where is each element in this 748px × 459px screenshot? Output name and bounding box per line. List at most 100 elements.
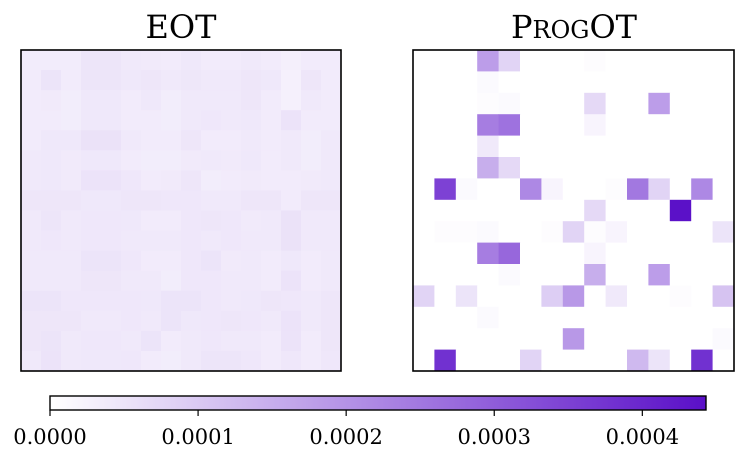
progot-cell-r5-c8 bbox=[584, 157, 606, 179]
progot-cell-r4-c5 bbox=[520, 135, 542, 158]
eot-cell-r14-c11 bbox=[241, 330, 262, 352]
progot-cell-r12-c0 bbox=[413, 306, 435, 329]
eot-cell-r13-c13 bbox=[281, 310, 302, 332]
progot-cell-r1-c12 bbox=[669, 71, 692, 94]
eot-cell-r8-c2 bbox=[61, 210, 82, 231]
eot-cell-r6-c4 bbox=[101, 170, 122, 191]
progot-cell-r8-c11 bbox=[648, 221, 671, 243]
progot-cell-r4-c7 bbox=[562, 135, 585, 158]
eot-cell-r5-c2 bbox=[61, 150, 82, 171]
progot-cell-r2-c3 bbox=[477, 92, 499, 115]
eot-cell-r12-c4 bbox=[101, 290, 122, 312]
eot-cell-r15-c10 bbox=[221, 350, 242, 372]
progot-cell-r11-c6 bbox=[541, 285, 564, 308]
progot-cell-r10-c0 bbox=[413, 264, 435, 286]
eot-cell-r10-c6 bbox=[141, 250, 162, 272]
eot-cell-r13-c7 bbox=[161, 310, 182, 332]
eot-cell-r9-c1 bbox=[41, 230, 62, 252]
eot-cell-r7-c12 bbox=[261, 190, 282, 211]
eot-cell-r0-c9 bbox=[201, 50, 222, 71]
progot-cell-r5-c6 bbox=[541, 157, 564, 179]
eot-cell-r1-c11 bbox=[241, 70, 262, 91]
eot-cell-r13-c10 bbox=[221, 310, 242, 332]
eot-cell-r0-c15 bbox=[321, 50, 342, 71]
progot-cell-r8-c0 bbox=[413, 221, 435, 243]
eot-cell-r6-c3 bbox=[81, 170, 102, 191]
progot-cell-r8-c10 bbox=[627, 221, 649, 243]
progot-cell-r8-c14 bbox=[712, 221, 735, 243]
eot-cell-r3-c15 bbox=[321, 110, 342, 131]
progot-panel-title: PROGOT bbox=[511, 8, 638, 46]
eot-cell-r2-c0 bbox=[21, 90, 42, 111]
eot-cell-r1-c9 bbox=[201, 70, 222, 91]
eot-cell-r5-c6 bbox=[141, 150, 162, 171]
eot-cell-r2-c8 bbox=[181, 90, 202, 111]
progot-cell-r7-c2 bbox=[455, 199, 478, 222]
progot-cell-r7-c8 bbox=[584, 199, 606, 222]
progot-cell-r14-c8 bbox=[584, 349, 606, 372]
eot-cell-r4-c6 bbox=[141, 130, 162, 151]
eot-cell-r6-c9 bbox=[201, 170, 222, 191]
eot-cell-r2-c10 bbox=[221, 90, 242, 111]
eot-cell-r8-c13 bbox=[281, 210, 302, 231]
eot-cell-r3-c1 bbox=[41, 110, 62, 131]
progot-cell-r11-c14 bbox=[712, 285, 735, 308]
eot-cell-r10-c1 bbox=[41, 250, 62, 272]
progot-cell-r7-c11 bbox=[648, 199, 671, 222]
progot-cell-r0-c12 bbox=[669, 50, 692, 72]
eot-cell-r10-c13 bbox=[281, 250, 302, 272]
colorbar-ticks: 0.0000 0.0001 0.0002 0.0003 0.0004 bbox=[13, 410, 679, 449]
progot-cell-r2-c14 bbox=[712, 92, 735, 115]
eot-cell-r12-c8 bbox=[181, 290, 202, 312]
progot-cell-r0-c8 bbox=[584, 50, 606, 72]
eot-cell-r9-c12 bbox=[261, 230, 282, 252]
eot-cell-r9-c15 bbox=[321, 230, 342, 252]
progot-cell-r5-c12 bbox=[669, 157, 692, 179]
eot-cell-r0-c2 bbox=[61, 50, 82, 71]
eot-cell-r1-c12 bbox=[261, 70, 282, 91]
progot-cell-r11-c3 bbox=[477, 285, 499, 308]
progot-cell-r1-c8 bbox=[584, 71, 606, 94]
eot-cell-r9-c2 bbox=[61, 230, 82, 252]
colorbar bbox=[49, 395, 707, 411]
progot-cell-r9-c13 bbox=[691, 242, 713, 265]
progot-cell-r4-c11 bbox=[648, 135, 671, 158]
progot-cell-r2-c1 bbox=[434, 92, 457, 115]
progot-cell-r12-c5 bbox=[520, 306, 542, 329]
progot-cell-r7-c13 bbox=[691, 199, 713, 222]
eot-cell-r2-c6 bbox=[141, 90, 162, 111]
eot-cell-r3-c3 bbox=[81, 110, 102, 131]
progot-cell-r9-c11 bbox=[648, 242, 671, 265]
eot-cell-r5-c3 bbox=[81, 150, 102, 171]
eot-cell-r2-c14 bbox=[301, 90, 322, 111]
progot-cell-r7-c3 bbox=[477, 199, 499, 222]
eot-cell-r11-c13 bbox=[281, 270, 302, 292]
eot-cell-r10-c10 bbox=[221, 250, 242, 272]
progot-cell-r8-c3 bbox=[477, 221, 499, 243]
progot-cell-r6-c8 bbox=[584, 178, 606, 201]
eot-cell-r11-c12 bbox=[261, 270, 282, 292]
eot-cell-r10-c8 bbox=[181, 250, 202, 272]
eot-cell-r11-c2 bbox=[61, 270, 82, 292]
progot-cell-r3-c2 bbox=[455, 114, 478, 136]
eot-cell-r15-c0 bbox=[21, 350, 42, 372]
progot-cell-r11-c0 bbox=[413, 285, 435, 308]
progot-cell-r3-c10 bbox=[627, 114, 649, 136]
progot-cell-r13-c8 bbox=[584, 328, 606, 350]
eot-cell-r5-c4 bbox=[101, 150, 122, 171]
eot-cell-r10-c14 bbox=[301, 250, 322, 272]
eot-cell-r14-c6 bbox=[141, 330, 162, 352]
progot-cell-r10-c14 bbox=[712, 264, 735, 286]
progot-cell-r14-c0 bbox=[413, 349, 435, 372]
progot-cell-r0-c11 bbox=[648, 50, 671, 72]
eot-cell-r15-c9 bbox=[201, 350, 222, 372]
eot-cell-r10-c2 bbox=[61, 250, 82, 272]
eot-cell-r3-c13 bbox=[281, 110, 302, 131]
eot-cell-r11-c14 bbox=[301, 270, 322, 292]
progot-cell-r3-c13 bbox=[691, 114, 713, 136]
eot-cell-r8-c6 bbox=[141, 210, 162, 231]
progot-cell-r13-c4 bbox=[498, 328, 521, 350]
eot-cell-r4-c1 bbox=[41, 130, 62, 151]
eot-cell-r13-c4 bbox=[101, 310, 122, 332]
